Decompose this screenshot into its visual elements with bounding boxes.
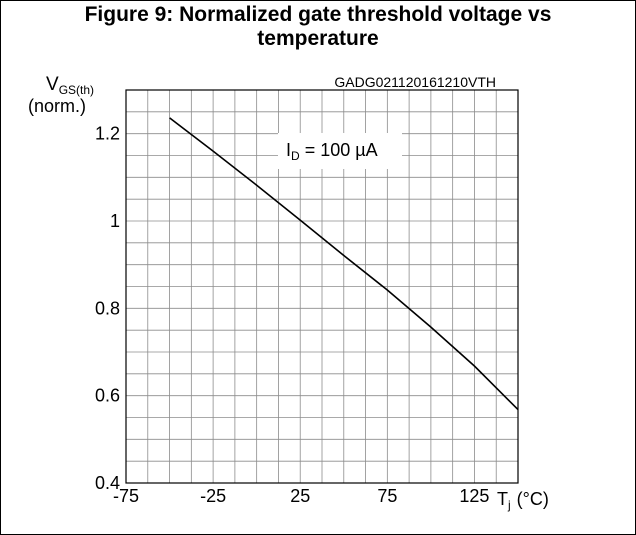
y-tick-label: 1 [110, 211, 120, 231]
x-tick-labels: -75 -25 25 75 125 [113, 486, 489, 506]
annotation-box [278, 133, 402, 169]
y-tick-label: 1.2 [95, 124, 120, 144]
figure-title-line1: Figure 9: Normalized gate threshold volt… [84, 3, 552, 26]
plot-border [125, 89, 519, 484]
y-tick-labels: 0.4 0.6 0.8 1 1.2 [95, 124, 120, 493]
x-tick-label: -25 [200, 486, 226, 506]
annotation: ID = 100 µA [286, 140, 378, 163]
x-tick-label: 125 [459, 486, 489, 506]
y-tick-label: 0.6 [95, 386, 120, 406]
y-tick-label: 0.8 [95, 298, 120, 318]
y-axis-label: VGS(th) [46, 74, 94, 97]
y-tick-label: 0.4 [95, 473, 120, 493]
y-axis-unit: (norm.) [28, 96, 86, 116]
x-tick-label: -75 [113, 486, 139, 506]
x-tick-label: 75 [377, 486, 397, 506]
figure-title: Figure 9: Normalized gate threshold volt… [0, 3, 636, 51]
series-line [169, 117, 519, 411]
x-axis-label: Tj (°C) [497, 489, 549, 512]
figure-title-line2: temperature [257, 27, 379, 50]
chart-code: GADG021120161210VTH [334, 74, 496, 90]
x-tick-label: 25 [290, 486, 310, 506]
